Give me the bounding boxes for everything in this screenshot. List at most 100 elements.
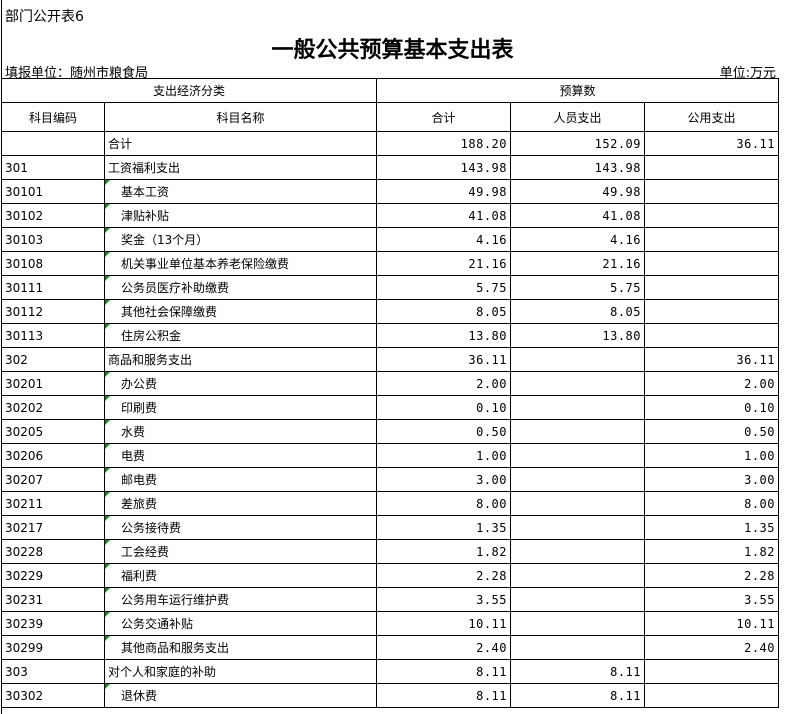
total-cell[interactable]: 1.35 [376,515,511,540]
name-cell[interactable]: 公务用车运行维护费 [104,587,377,612]
name-cell[interactable]: 津贴补贴 [104,203,377,228]
code-cell[interactable]: 302 [1,347,105,372]
personnel-cell[interactable]: 143.98 [510,155,645,180]
public-cell[interactable]: 36.11 [644,347,779,372]
personnel-cell[interactable]: 152.09 [510,131,645,156]
name-cell[interactable]: 邮电费 [104,467,377,492]
personnel-cell[interactable]: 8.05 [510,299,645,324]
personnel-cell[interactable] [510,587,645,612]
name-cell[interactable]: 印刷费 [104,395,377,420]
public-cell[interactable]: 0.50 [644,419,779,444]
public-cell[interactable]: 1.00 [644,443,779,468]
personnel-cell[interactable] [510,539,645,564]
personnel-cell[interactable] [510,635,645,660]
total-cell[interactable]: 0.50 [376,419,511,444]
name-cell[interactable]: 办公费 [104,371,377,396]
total-cell[interactable]: 5.75 [376,275,511,300]
public-cell[interactable]: 10.11 [644,611,779,636]
personnel-cell[interactable] [510,611,645,636]
personnel-cell[interactable] [510,443,645,468]
code-cell[interactable]: 30108 [1,251,105,276]
public-cell[interactable] [644,179,779,204]
public-cell[interactable]: 36.11 [644,131,779,156]
name-cell[interactable]: 合计 [104,131,377,156]
public-cell[interactable] [644,323,779,348]
personnel-cell[interactable] [510,371,645,396]
name-cell[interactable]: 电费 [104,443,377,468]
name-cell[interactable]: 对个人和家庭的补助 [104,659,377,684]
total-cell[interactable]: 2.00 [376,371,511,396]
public-cell[interactable]: 3.00 [644,467,779,492]
public-cell[interactable] [644,155,779,180]
personnel-cell[interactable]: 21.16 [510,251,645,276]
code-cell[interactable]: 30207 [1,467,105,492]
name-cell[interactable]: 公务接待费 [104,515,377,540]
name-cell[interactable]: 其他社会保障缴费 [104,299,377,324]
public-cell[interactable] [644,299,779,324]
personnel-cell[interactable]: 8.11 [510,659,645,684]
total-cell[interactable]: 143.98 [376,155,511,180]
personnel-cell[interactable]: 5.75 [510,275,645,300]
code-cell[interactable]: 30101 [1,179,105,204]
public-cell[interactable]: 1.82 [644,539,779,564]
total-cell[interactable]: 3.00 [376,467,511,492]
total-cell[interactable]: 0.10 [376,395,511,420]
public-cell[interactable]: 2.28 [644,563,779,588]
personnel-cell[interactable] [510,395,645,420]
public-cell[interactable] [644,659,779,684]
name-cell[interactable]: 公务员医疗补助缴费 [104,275,377,300]
code-cell[interactable]: 30302 [1,683,105,708]
total-cell[interactable]: 3.55 [376,587,511,612]
code-cell[interactable]: 303 [1,659,105,684]
total-cell[interactable]: 8.11 [376,683,511,708]
personnel-cell[interactable] [510,563,645,588]
public-cell[interactable]: 3.55 [644,587,779,612]
total-cell[interactable]: 21.16 [376,251,511,276]
public-cell[interactable] [644,251,779,276]
code-cell[interactable]: 30299 [1,635,105,660]
public-cell[interactable] [644,275,779,300]
public-cell[interactable]: 1.35 [644,515,779,540]
code-cell[interactable]: 30228 [1,539,105,564]
personnel-cell[interactable] [510,467,645,492]
code-cell[interactable]: 30206 [1,443,105,468]
code-cell[interactable]: 30229 [1,563,105,588]
total-cell[interactable]: 1.00 [376,443,511,468]
code-cell[interactable]: 301 [1,155,105,180]
code-cell[interactable]: 30113 [1,323,105,348]
personnel-cell[interactable]: 49.98 [510,179,645,204]
total-cell[interactable]: 2.40 [376,635,511,660]
total-cell[interactable]: 2.28 [376,563,511,588]
code-cell[interactable]: 30202 [1,395,105,420]
code-cell[interactable]: 30112 [1,299,105,324]
personnel-cell[interactable] [510,419,645,444]
personnel-cell[interactable] [510,491,645,516]
name-cell[interactable]: 奖金（13个月） [104,227,377,252]
public-cell[interactable] [644,227,779,252]
total-cell[interactable]: 8.11 [376,659,511,684]
name-cell[interactable]: 水费 [104,419,377,444]
total-cell[interactable]: 10.11 [376,611,511,636]
total-cell[interactable]: 41.08 [376,203,511,228]
name-cell[interactable]: 住房公积金 [104,323,377,348]
total-cell[interactable]: 36.11 [376,347,511,372]
personnel-cell[interactable] [510,347,645,372]
public-cell[interactable] [644,203,779,228]
total-cell[interactable]: 8.05 [376,299,511,324]
personnel-cell[interactable]: 13.80 [510,323,645,348]
name-cell[interactable]: 工资福利支出 [104,155,377,180]
name-cell[interactable]: 退休费 [104,683,377,708]
public-cell[interactable]: 8.00 [644,491,779,516]
public-cell[interactable]: 2.40 [644,635,779,660]
total-cell[interactable]: 4.16 [376,227,511,252]
personnel-cell[interactable]: 8.11 [510,683,645,708]
name-cell[interactable]: 基本工资 [104,179,377,204]
total-cell[interactable]: 8.00 [376,491,511,516]
code-cell[interactable]: 30231 [1,587,105,612]
code-cell[interactable]: 30102 [1,203,105,228]
name-cell[interactable]: 公务交通补贴 [104,611,377,636]
code-cell[interactable]: 30201 [1,371,105,396]
total-cell[interactable]: 13.80 [376,323,511,348]
personnel-cell[interactable]: 4.16 [510,227,645,252]
code-cell[interactable]: 30111 [1,275,105,300]
